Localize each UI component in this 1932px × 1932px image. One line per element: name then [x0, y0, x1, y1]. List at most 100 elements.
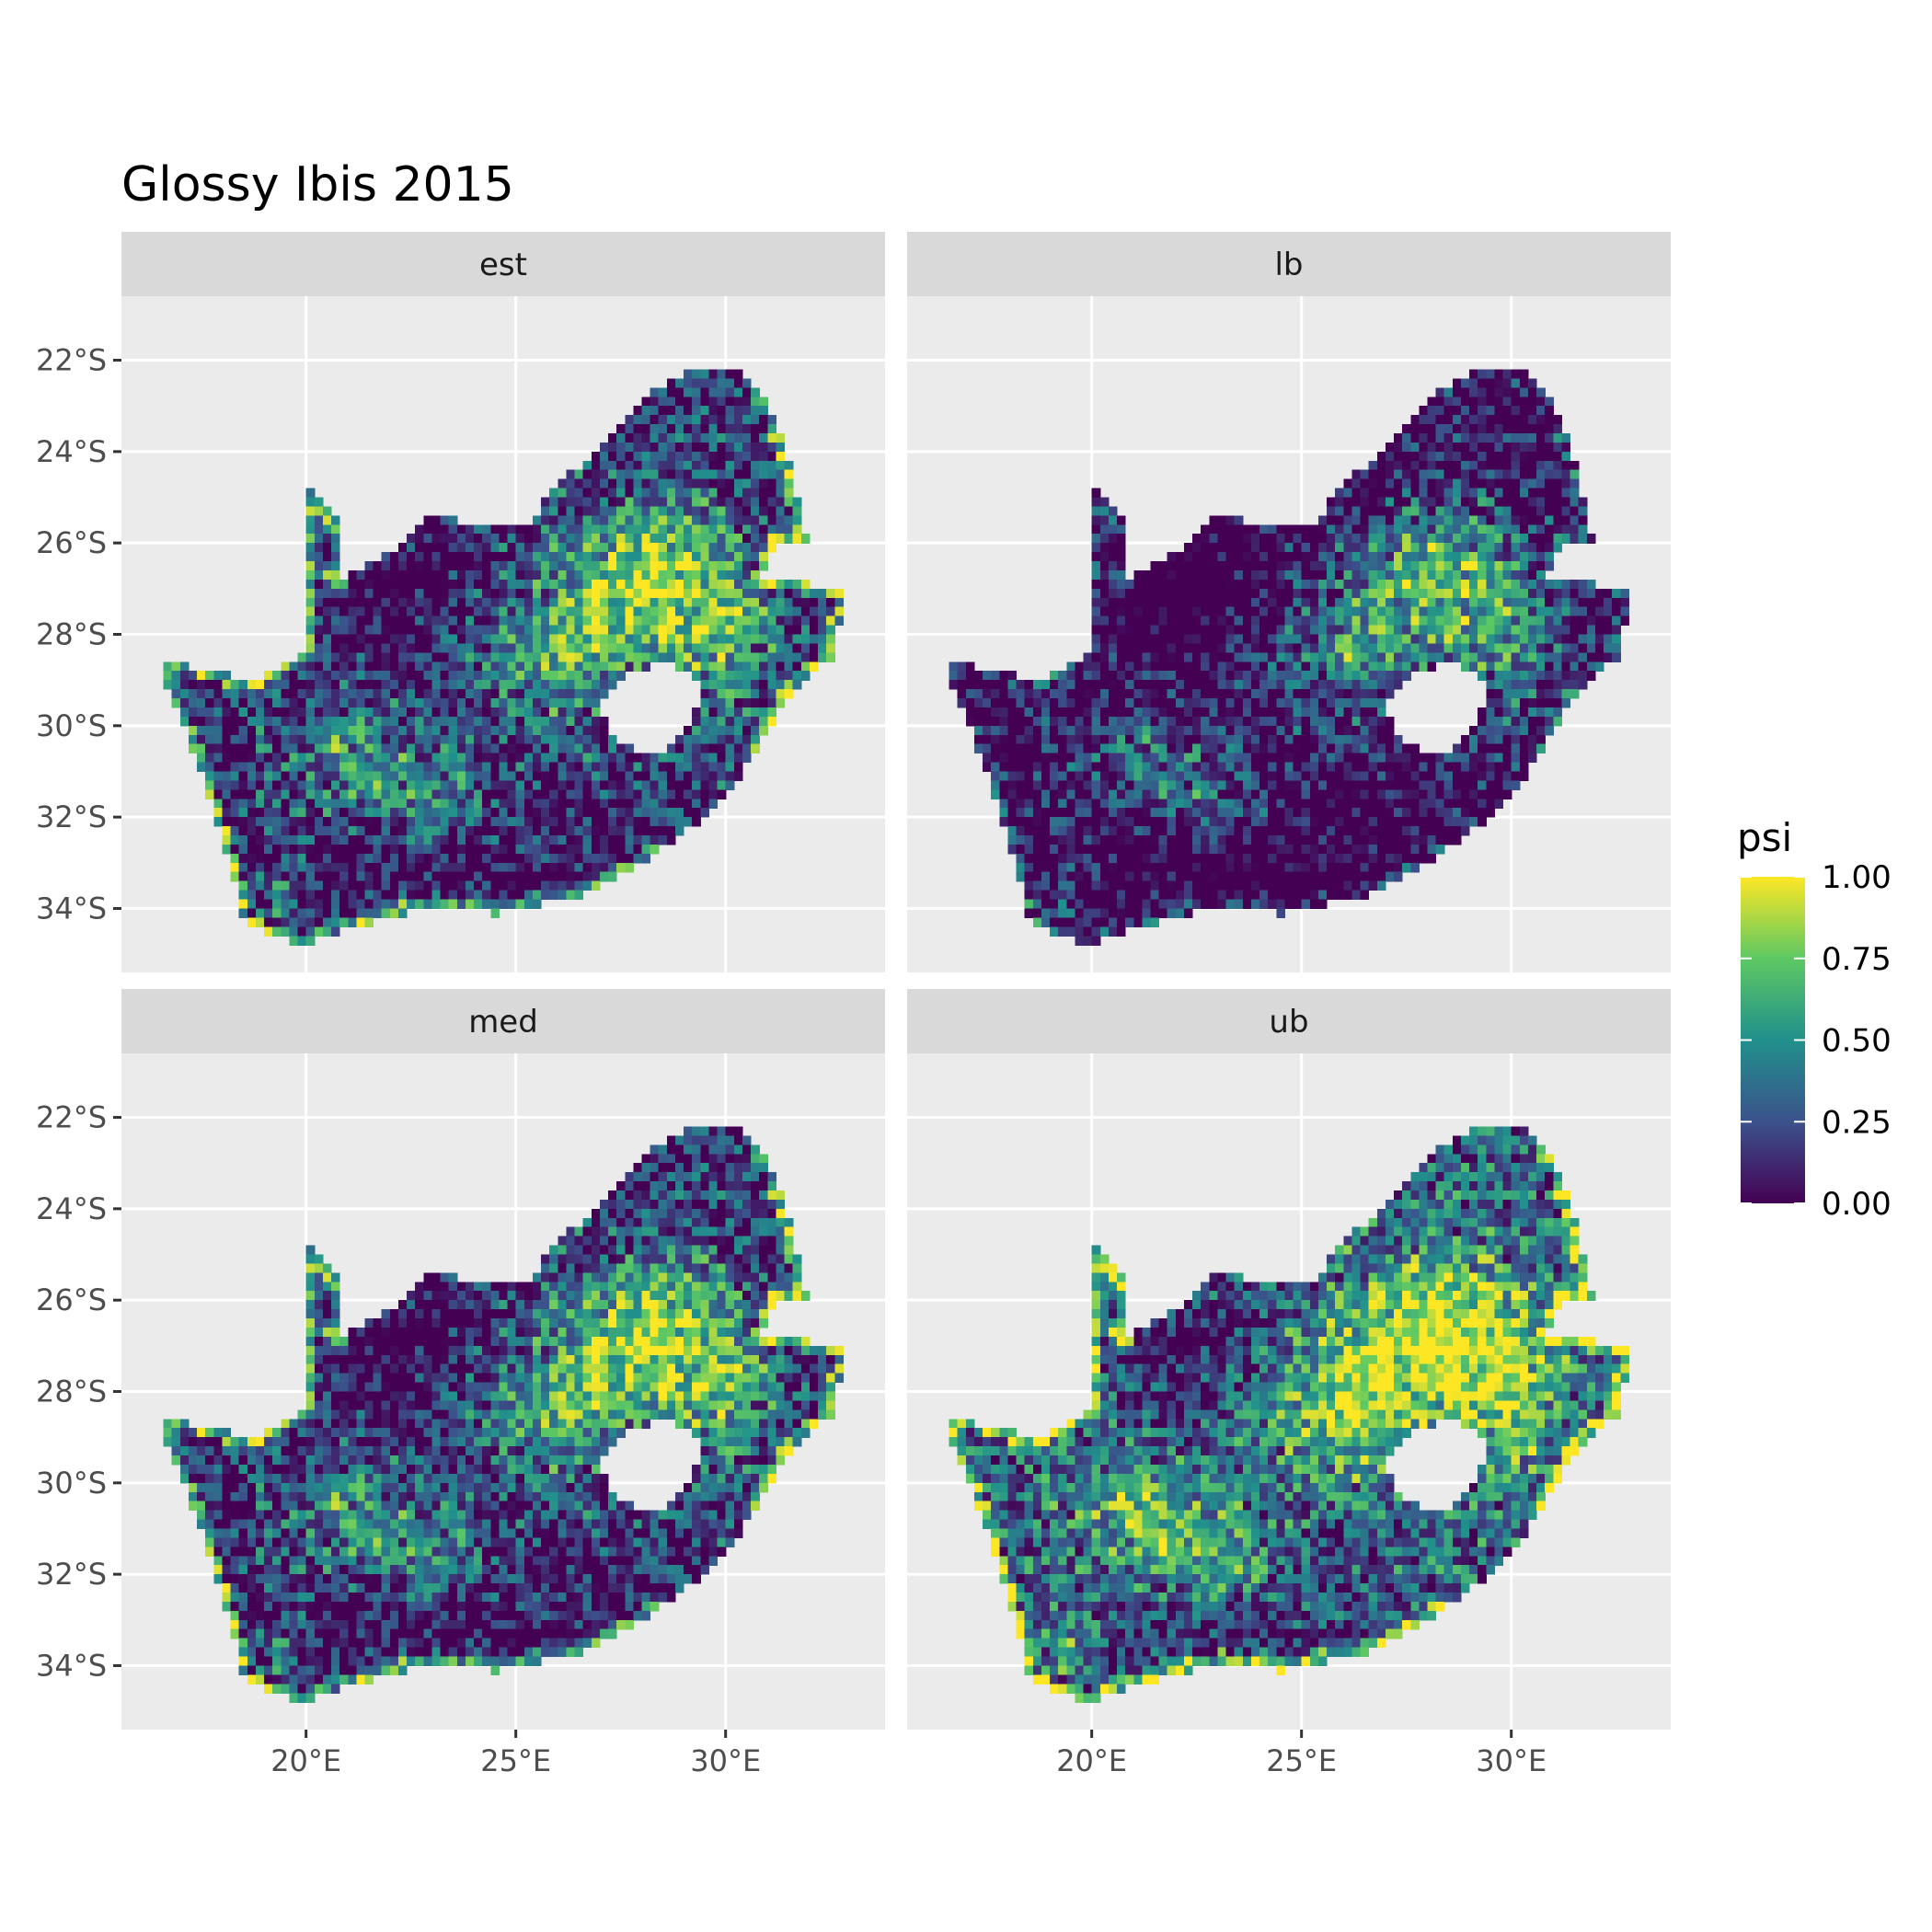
raster-cell	[1066, 799, 1076, 809]
raster-cell	[658, 543, 668, 553]
raster-cell	[1410, 844, 1420, 855]
raster-cell	[1242, 871, 1252, 882]
raster-cell	[759, 716, 768, 727]
raster-cell	[1309, 789, 1319, 799]
raster-cell	[1201, 634, 1210, 645]
raster-cell	[608, 597, 617, 608]
raster-cell	[1024, 680, 1034, 690]
raster-cell	[381, 588, 391, 599]
raster-cell	[591, 606, 601, 617]
raster-cell	[230, 817, 240, 827]
raster-cell	[725, 488, 735, 499]
raster-cell	[809, 661, 819, 672]
raster-cell	[999, 817, 1009, 827]
raster-cell	[1041, 871, 1051, 882]
raster-cell	[1225, 524, 1236, 535]
raster-cell	[499, 597, 509, 608]
raster-cell	[1410, 771, 1420, 782]
raster-cell	[1117, 890, 1126, 901]
raster-cell	[423, 661, 433, 672]
raster-cell	[1327, 835, 1336, 845]
raster-cell	[608, 478, 617, 489]
raster-cell	[599, 597, 609, 608]
raster-cell	[1099, 853, 1110, 864]
raster-cell	[474, 689, 483, 699]
raster-cell	[700, 451, 710, 462]
raster-cell	[1293, 899, 1303, 910]
raster-cell	[1234, 899, 1244, 910]
raster-cell	[1368, 880, 1378, 891]
raster-cell	[364, 634, 374, 645]
raster-cell	[322, 880, 332, 891]
raster-cell	[717, 442, 727, 453]
raster-cell	[692, 534, 701, 544]
raster-cell	[549, 734, 558, 745]
raster-cell	[1108, 880, 1118, 891]
raster-cell	[1259, 661, 1269, 672]
raster-cell	[591, 817, 601, 827]
raster-cell	[625, 506, 634, 516]
raster-cell	[633, 808, 643, 818]
raster-cell	[1192, 716, 1202, 727]
raster-cell	[1317, 799, 1328, 809]
raster-cell	[582, 771, 592, 782]
raster-cell	[423, 716, 433, 727]
raster-cell	[549, 579, 558, 590]
raster-cell	[599, 808, 609, 818]
raster-cell	[1117, 597, 1126, 608]
raster-cell	[733, 460, 743, 471]
raster-cell	[532, 844, 542, 855]
raster-cell	[322, 826, 332, 836]
raster-cell	[666, 524, 676, 535]
raster-cell	[650, 643, 660, 653]
raster-cell	[297, 926, 307, 937]
raster-cell	[1007, 671, 1018, 681]
raster-cell	[1007, 707, 1018, 718]
raster-cell	[1309, 689, 1319, 699]
raster-cell	[666, 771, 676, 782]
raster-cell	[515, 743, 525, 754]
raster-cell	[289, 817, 299, 827]
raster-cell	[684, 424, 693, 434]
raster-cell	[507, 835, 517, 845]
raster-cell	[582, 753, 592, 764]
raster-cell	[666, 406, 676, 416]
raster-cell	[373, 780, 383, 790]
raster-cell	[973, 680, 983, 690]
raster-cell	[641, 415, 651, 425]
raster-cell	[1276, 534, 1286, 544]
raster-cell	[407, 743, 416, 754]
raster-cell	[684, 460, 693, 471]
raster-cell	[574, 506, 584, 516]
raster-cell	[674, 397, 684, 407]
raster-cell	[1024, 908, 1034, 919]
raster-cell	[431, 890, 442, 901]
raster-cell	[1343, 880, 1353, 891]
raster-cell	[558, 588, 568, 599]
raster-cell	[1041, 899, 1051, 910]
raster-cell	[991, 689, 1000, 699]
raster-cell	[238, 817, 248, 827]
raster-cell	[641, 817, 651, 827]
raster-cell	[692, 597, 701, 608]
raster-cell	[523, 588, 534, 599]
raster-cell	[1150, 871, 1160, 882]
raster-cell	[499, 561, 509, 571]
raster-cell	[356, 698, 366, 708]
raster-cell	[1351, 771, 1362, 782]
raster-cell	[1209, 789, 1219, 799]
raster-cell	[1394, 835, 1403, 845]
raster-cell	[474, 552, 483, 562]
raster-cell	[515, 643, 525, 653]
raster-cell	[1309, 634, 1319, 645]
raster-cell	[440, 561, 450, 571]
raster-cell	[339, 826, 349, 836]
raster-cell	[1284, 826, 1294, 836]
raster-cell	[1376, 707, 1386, 718]
raster-cell	[591, 789, 601, 799]
raster-cell	[272, 680, 282, 690]
raster-cell	[700, 534, 710, 544]
raster-cell	[1259, 725, 1269, 736]
raster-cell	[650, 826, 660, 836]
raster-cell	[558, 524, 568, 535]
